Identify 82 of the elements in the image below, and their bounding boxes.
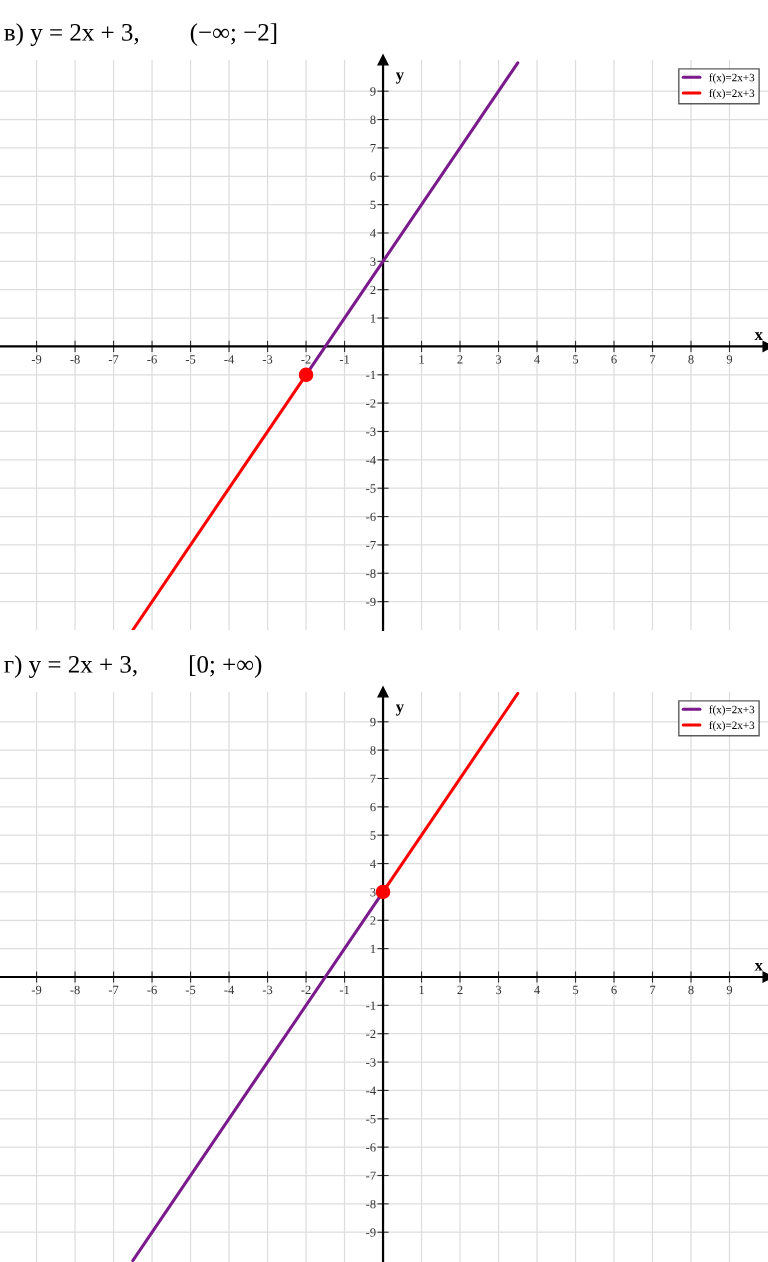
legend-label: f(x)=2x+3	[709, 705, 755, 716]
x-tick-label: 8	[688, 355, 694, 364]
x-tick-label: -6	[147, 985, 157, 995]
y-tick-label: 4	[370, 859, 376, 868]
x-tick-label: -2	[301, 985, 311, 995]
y-axis-title: y	[395, 72, 404, 84]
y-tick-label: 5	[370, 831, 376, 840]
chart-title: в) y = 2x + 3, (−∞; −2]	[4, 23, 277, 46]
x-tick-label: -7	[108, 355, 119, 364]
x-tick-label: 6	[611, 985, 617, 995]
y-tick-label: 3	[370, 257, 376, 266]
y-tick-label: 4	[370, 229, 376, 238]
x-tick-label: -7	[108, 985, 119, 995]
x-tick-label: 3	[496, 355, 502, 364]
y-tick-label: -3	[366, 427, 376, 436]
y-tick-label: 1	[370, 314, 376, 323]
y-tick-label: 6	[370, 172, 376, 181]
x-tick-label: 5	[573, 985, 579, 995]
y-tick-label: -8	[366, 1199, 376, 1209]
x-tick-label: -8	[70, 985, 80, 995]
y-axis-title: y	[395, 704, 404, 716]
y-tick-label: -2	[366, 399, 376, 408]
y-tick-label: 6	[370, 802, 376, 812]
y-tick-label: 7	[370, 144, 376, 153]
y-tick-label: -6	[366, 1143, 376, 1152]
x-tick-label: 4	[534, 355, 540, 364]
y-tick-label: -5	[366, 484, 376, 493]
x-tick-label: 6	[611, 355, 617, 364]
x-axis-title: x	[754, 962, 763, 971]
y-tick-label: 8	[370, 746, 376, 755]
x-tick-label: -8	[70, 355, 80, 364]
x-tick-label: -2	[301, 355, 311, 364]
x-tick-label: 2	[457, 355, 463, 364]
x-tick-label: 1	[419, 355, 424, 364]
x-tick-label: 4	[534, 985, 540, 995]
chart-title: г) y = 2x + 3, [0; +∞)	[4, 655, 262, 678]
y-tick-label: -3	[366, 1058, 376, 1067]
x-tick-label: -3	[262, 985, 273, 995]
y-tick-label: -1	[366, 1001, 376, 1010]
y-tick-label: -4	[366, 1086, 376, 1095]
x-tick-label: 7	[650, 355, 656, 364]
x-tick-label: -3	[262, 355, 273, 364]
legend-label: f(x)=2x+3	[709, 721, 755, 732]
legend-label: f(x)=2x+3	[709, 89, 755, 100]
x-tick-label: -9	[31, 355, 42, 364]
x-tick-label: 7	[650, 985, 656, 995]
x-tick-label: 9	[726, 355, 733, 364]
x-tick-label: 8	[688, 985, 694, 995]
y-tick-label: 2	[370, 916, 376, 925]
x-tick-label: -5	[185, 985, 196, 995]
y-tick-label: -9	[366, 597, 376, 607]
x-tick-label: 9	[726, 985, 733, 995]
legend-label: f(x)=2x+3	[709, 73, 755, 84]
y-tick-label: -9	[366, 1228, 376, 1237]
y-tick-label: -1	[366, 370, 376, 380]
x-tick-label: 2	[457, 985, 463, 995]
y-tick-label: 1	[370, 944, 376, 953]
y-tick-label: 2	[370, 285, 376, 295]
x-tick-label: -1	[339, 355, 349, 364]
y-tick-label: -8	[366, 569, 376, 578]
y-tick-label: -6	[366, 512, 376, 522]
y-tick-label: -7	[366, 541, 376, 550]
y-tick-label: -7	[366, 1171, 376, 1180]
y-tick-label: 3	[370, 887, 376, 897]
x-tick-label: -4	[224, 985, 235, 995]
x-tick-label: 5	[573, 355, 579, 364]
y-tick-label: 8	[370, 115, 376, 125]
y-tick-label: -2	[366, 1029, 376, 1039]
x-tick-label: -4	[224, 355, 235, 364]
x-axis-title: x	[754, 332, 763, 341]
x-tick-label: -6	[147, 355, 157, 364]
y-tick-label: 9	[370, 87, 376, 96]
x-tick-label: -9	[31, 985, 42, 995]
x-tick-label: 1	[419, 985, 424, 995]
y-tick-label: 9	[370, 717, 376, 727]
y-tick-label: 7	[370, 774, 376, 783]
y-tick-label: 5	[370, 200, 376, 210]
y-tick-label: -5	[366, 1114, 376, 1124]
x-tick-label: -1	[339, 985, 349, 995]
y-tick-label: -4	[366, 455, 376, 465]
x-tick-label: 3	[496, 985, 502, 995]
x-tick-label: -5	[185, 355, 196, 364]
